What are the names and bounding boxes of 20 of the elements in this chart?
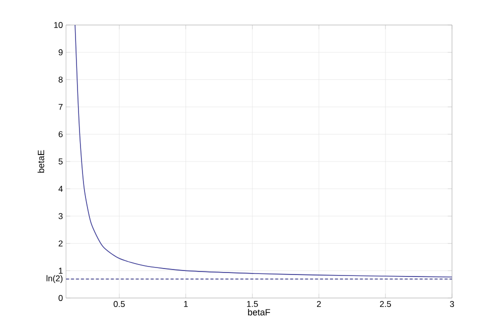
- y-tick-label: ln(2): [46, 275, 62, 284]
- x-tick-label: 3: [450, 301, 454, 308]
- y-tick-label: 2: [58, 240, 63, 246]
- y-axis-title: betaE: [38, 150, 44, 173]
- y-tick-label: 4: [58, 186, 63, 192]
- y-tick-label: 8: [58, 76, 63, 83]
- y-tick-label: 3: [58, 213, 63, 220]
- y-tick-label: 9: [58, 49, 63, 56]
- x-tick-label: 0.5: [114, 301, 125, 308]
- y-tick-label: 6: [58, 131, 63, 138]
- y-tick-label: 1: [58, 268, 63, 274]
- x-tick-label: 1.5: [247, 301, 258, 307]
- x-tick-label: 2.5: [380, 301, 391, 308]
- y-tick-label: 7: [58, 104, 63, 110]
- y-tick-label: 0: [58, 295, 63, 301]
- y-tick-label: 10: [54, 22, 63, 28]
- x-tick-label: 1: [184, 301, 188, 307]
- x-axis-title: betaF: [248, 308, 270, 316]
- y-tick-label: 5: [58, 158, 63, 164]
- x-tick-label: 2: [316, 301, 321, 307]
